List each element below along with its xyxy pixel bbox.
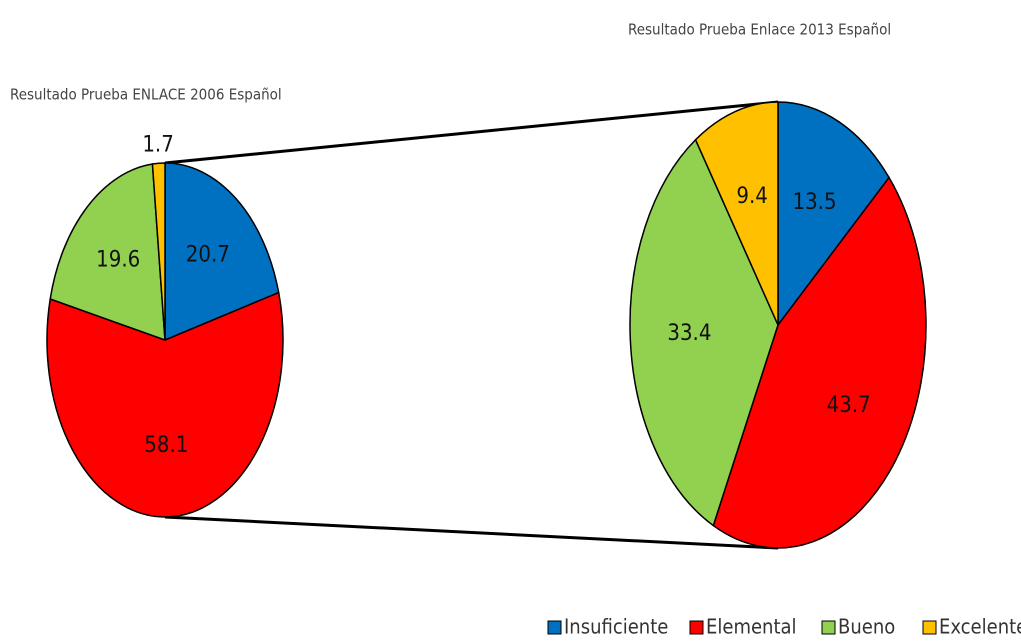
data-label: 43.7 bbox=[827, 393, 871, 418]
pie-slice bbox=[151, 162, 166, 341]
connector bbox=[164, 515, 779, 550]
legend-swatch bbox=[922, 620, 937, 635]
pie-slice bbox=[629, 138, 779, 527]
legend-label: Elemental bbox=[706, 615, 797, 639]
legend-swatch bbox=[821, 620, 836, 635]
data-label: 58.1 bbox=[144, 433, 188, 458]
data-label: 33.4 bbox=[667, 321, 711, 346]
connector bbox=[164, 100, 779, 165]
legend-label: Bueno bbox=[838, 615, 895, 639]
pie-slice bbox=[694, 101, 779, 326]
legend-label: Insuficiente bbox=[564, 615, 668, 639]
pie-slice bbox=[712, 176, 927, 549]
pie-slice bbox=[777, 101, 890, 328]
chart-title: Resultado Prueba ENLACE 2006 Español bbox=[10, 86, 282, 104]
legend-swatch bbox=[547, 620, 562, 635]
pie-slice bbox=[164, 162, 280, 342]
chart-title: Resultado Prueba Enlace 2013 Español bbox=[628, 21, 891, 39]
legend-swatch bbox=[689, 620, 704, 635]
data-label: 9.4 bbox=[736, 184, 767, 209]
pie-slice bbox=[46, 291, 284, 518]
pie-slice bbox=[49, 163, 166, 342]
data-label: 13.5 bbox=[793, 190, 837, 215]
legend-label: Excelente bbox=[939, 615, 1021, 639]
data-label: 19.6 bbox=[96, 247, 140, 272]
data-label: 1.7 bbox=[142, 133, 173, 158]
data-label: 20.7 bbox=[186, 242, 230, 267]
